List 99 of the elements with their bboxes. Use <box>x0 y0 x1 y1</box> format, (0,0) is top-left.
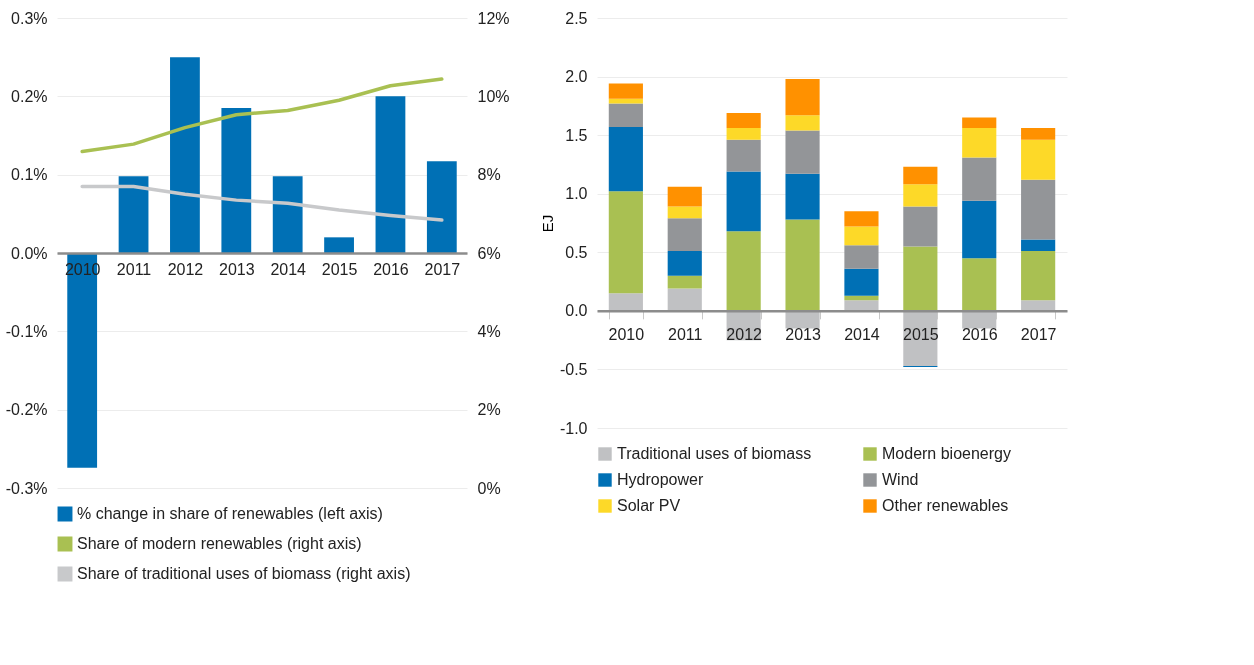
bar <box>608 98 643 104</box>
y-tick-label: 2.5 <box>565 9 588 27</box>
y-tick-label: 0.5 <box>565 243 588 261</box>
bar <box>667 186 702 207</box>
bar <box>118 176 149 253</box>
y2-tick-label: 0% <box>477 479 501 497</box>
bar <box>608 83 643 99</box>
bar <box>785 130 820 174</box>
y-tick-label: -0.2% <box>5 401 48 419</box>
y-tick-label: -1.0 <box>559 419 588 437</box>
bar <box>272 176 303 253</box>
x-tick-label: 2011 <box>668 326 703 344</box>
x-tick-label: 2011 <box>116 260 152 278</box>
y-tick-label: 0.1% <box>11 166 48 184</box>
legend-label: Other renewables <box>882 497 1009 514</box>
bar <box>667 218 702 252</box>
x-tick-label: 2017 <box>424 260 461 278</box>
x-tick-label: 2016 <box>373 260 409 278</box>
bar <box>962 117 997 129</box>
x-tick-label: 2017 <box>1020 326 1057 344</box>
y-tick-label: 1.5 <box>565 126 588 144</box>
bar <box>903 206 938 247</box>
x-tick-label: 2013 <box>219 260 255 278</box>
x-tick-label: 2015 <box>903 326 939 344</box>
bar <box>962 258 997 311</box>
y2-tick-label: 12% <box>477 9 510 27</box>
y-tick-label: -0.1% <box>5 322 48 340</box>
bar <box>962 157 997 201</box>
x-tick-label: 2012 <box>726 326 763 344</box>
y-tick-label: 0.0% <box>11 244 48 262</box>
bar <box>726 112 761 129</box>
legend-label: % change in share of renewables (left axis) <box>77 505 383 522</box>
bar <box>844 245 879 269</box>
bar <box>1021 139 1056 180</box>
y2-tick-label: 4% <box>477 322 501 340</box>
bar <box>608 126 643 192</box>
bar <box>67 253 98 468</box>
x-tick-label: 2012 <box>167 260 204 278</box>
bar <box>785 173 820 220</box>
bar <box>844 300 879 311</box>
bar <box>667 206 702 219</box>
bar <box>962 200 997 259</box>
bar <box>785 115 820 131</box>
bar <box>844 226 879 246</box>
x-tick-label: 2016 <box>961 326 998 344</box>
legend-label: Hydropower <box>617 471 704 488</box>
x-tick-label: 2010 <box>608 326 645 344</box>
bar <box>608 293 643 311</box>
y-tick-label: 0.3% <box>11 9 48 27</box>
y-tick-label: 0.0 <box>565 302 588 320</box>
y2-tick-label: 2% <box>477 401 501 419</box>
legend-label: Share of traditional uses of biomass (right axis) <box>77 565 411 582</box>
x-tick-label: 2013 <box>785 326 821 344</box>
bar <box>1021 179 1056 240</box>
bar <box>1021 300 1056 311</box>
bar <box>903 184 938 207</box>
bar <box>726 171 761 232</box>
y-tick-label: 1.0 <box>565 185 588 203</box>
y2-tick-label: 6% <box>477 244 501 262</box>
y-tick-label: -0.3% <box>5 479 48 497</box>
bar <box>608 191 643 294</box>
y2-tick-label: 10% <box>477 87 510 105</box>
bar <box>426 161 457 253</box>
legend-label: Share of modern renewables (right axis) <box>77 535 362 552</box>
bar <box>667 288 702 311</box>
y2-tick-label: 8% <box>477 166 501 184</box>
line-series <box>80 77 444 154</box>
bar <box>726 128 761 140</box>
y-tick-label: 2.0 <box>565 68 588 86</box>
bar <box>375 96 406 253</box>
x-tick-label: 2014 <box>844 326 880 344</box>
legend-label: Wind <box>882 471 919 488</box>
bar <box>785 219 820 311</box>
bar <box>667 251 702 276</box>
bar <box>667 275 702 289</box>
bar <box>726 139 761 172</box>
bar <box>170 57 200 253</box>
legend-label: Traditional uses of biomass <box>617 445 812 462</box>
bar <box>324 237 354 253</box>
legend-label: Modern bioenergy <box>882 445 1011 462</box>
bar <box>221 108 252 253</box>
y-axis-title: EJ <box>538 214 556 233</box>
x-tick-label: 2014 <box>270 260 307 278</box>
bar <box>726 231 761 311</box>
x-tick-label: 2015 <box>321 260 358 278</box>
bar <box>608 103 643 127</box>
bar <box>1021 239 1056 252</box>
bar <box>844 211 879 227</box>
bar <box>903 246 938 311</box>
line-series <box>80 184 444 222</box>
y-tick-label: -0.5 <box>559 360 588 378</box>
bar <box>962 128 997 158</box>
bar <box>785 78 820 116</box>
legend-label: Solar PV <box>617 497 681 514</box>
bar <box>1021 251 1056 301</box>
y-tick-label: 0.2% <box>11 87 48 105</box>
bar <box>844 268 879 296</box>
bar <box>1021 128 1056 140</box>
bar <box>903 166 938 185</box>
